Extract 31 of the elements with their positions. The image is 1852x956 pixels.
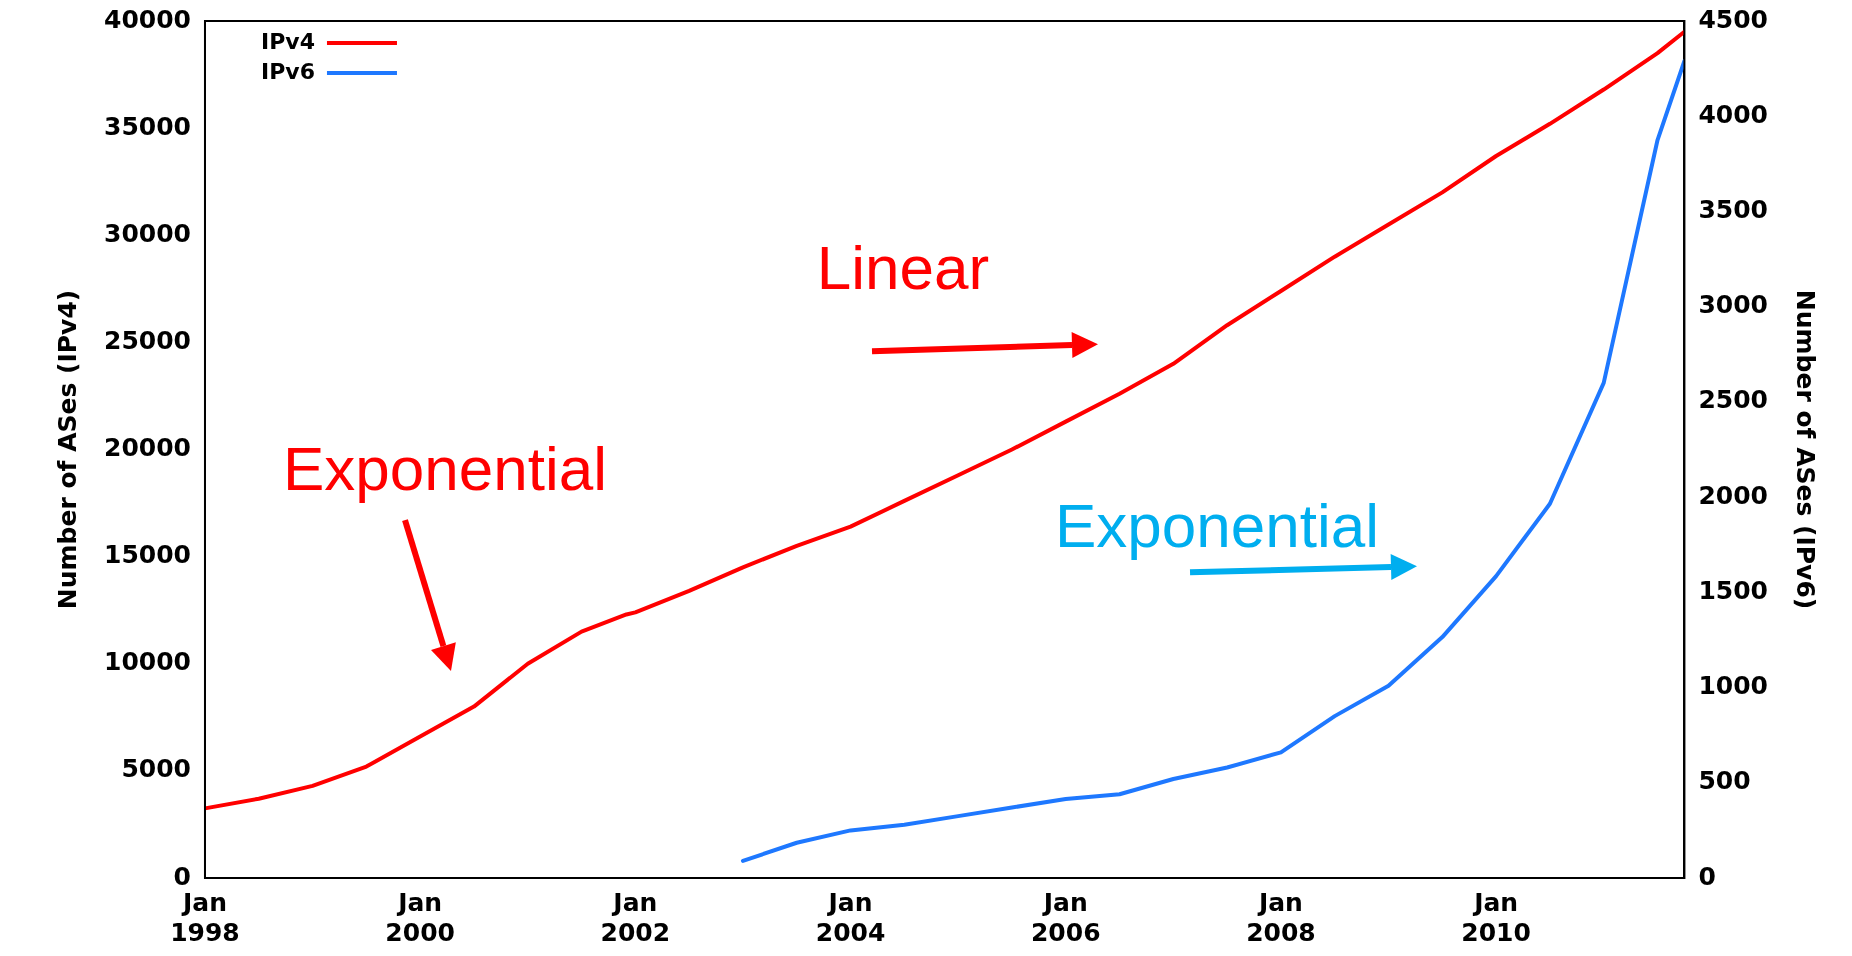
y2-tick-label: 4000	[1698, 99, 1769, 129]
x-tick-label: Jan 2000	[385, 887, 455, 947]
x-tick-label: Jan 2002	[600, 887, 671, 947]
y2-tick-label: 4500	[1698, 4, 1769, 34]
x-tick-label: Jan 2006	[1030, 887, 1101, 947]
y2-tick-label: 0	[1698, 861, 1716, 891]
y-tick-label: 15000	[103, 540, 191, 570]
y-tick-label: 20000	[103, 433, 191, 462]
y2-tick-label: 3500	[1698, 194, 1769, 224]
annotation: Exponential	[283, 434, 608, 503]
x-tick-label: Jan 2010	[1461, 887, 1531, 947]
legend-label: IPv6	[261, 58, 315, 84]
y2-tick-label: 2000	[1698, 480, 1769, 510]
x-tick-label: Jan 2004	[815, 887, 886, 947]
y-tick-label: 30000	[103, 218, 191, 248]
y2-axis-title: Number of ASes (IPv6)	[1790, 289, 1820, 610]
y-axis-title: Number of ASes (IPv4)	[52, 289, 82, 610]
annotation: Linear	[816, 233, 990, 302]
y-tick-label: 40000	[103, 4, 191, 34]
y2-tick-label: 1000	[1698, 671, 1769, 701]
annotation: Exponential	[1055, 491, 1380, 560]
x-tick-label: Jan 2008	[1246, 887, 1316, 947]
legend-label: IPv4	[261, 28, 315, 54]
y-tick-label: 25000	[103, 325, 191, 355]
y2-tick-label: 500	[1698, 766, 1751, 796]
y-tick-label: 5000	[121, 754, 191, 784]
y2-tick-label: 1500	[1698, 575, 1769, 605]
y2-tick-label: 2500	[1698, 385, 1769, 415]
y2-tick-label: 3000	[1698, 290, 1769, 320]
y-tick-label: 10000	[103, 647, 191, 677]
y-tick-label: 35000	[103, 111, 191, 141]
